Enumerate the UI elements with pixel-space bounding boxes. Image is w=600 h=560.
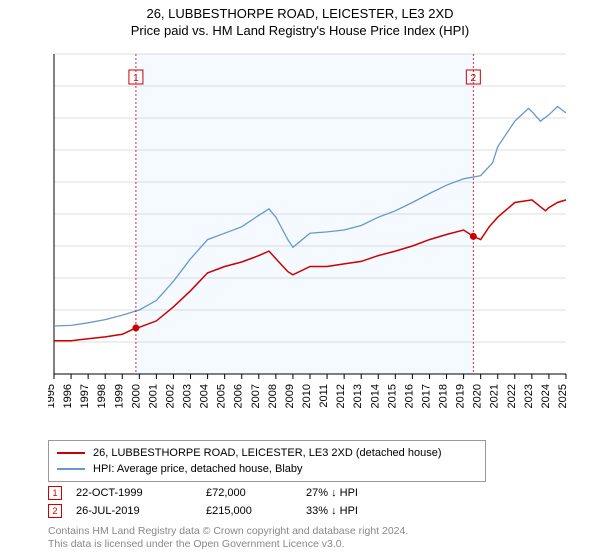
svg-text:1996: 1996 (62, 384, 74, 408)
event-date: 26-JUL-2019 (76, 505, 206, 517)
svg-text:2013: 2013 (352, 384, 364, 408)
svg-text:1998: 1998 (96, 384, 108, 408)
event-pct: 27% ↓ HPI (306, 487, 396, 499)
event-pct: 33% ↓ HPI (306, 505, 396, 517)
event-date: 22-OCT-1999 (76, 487, 206, 499)
event-row: 1 22-OCT-1999 £72,000 27% ↓ HPI (48, 484, 396, 502)
svg-text:2011: 2011 (318, 384, 330, 408)
svg-text:1995: 1995 (48, 384, 57, 408)
svg-text:2020: 2020 (472, 384, 484, 408)
legend-swatch-red (57, 452, 85, 454)
svg-text:2019: 2019 (455, 384, 467, 408)
svg-text:2022: 2022 (506, 384, 518, 408)
svg-text:2018: 2018 (438, 384, 450, 408)
footer-attribution: Contains HM Land Registry data © Crown c… (48, 525, 408, 551)
svg-text:2025: 2025 (557, 384, 569, 408)
event-row: 2 26-JUL-2019 £215,000 33% ↓ HPI (48, 502, 396, 520)
svg-text:1999: 1999 (113, 384, 125, 408)
event-price: £72,000 (206, 487, 306, 499)
events-table: 1 22-OCT-1999 £72,000 27% ↓ HPI 2 26-JUL… (48, 484, 396, 520)
svg-text:2000: 2000 (130, 384, 142, 408)
footer-line1: Contains HM Land Registry data © Crown c… (48, 525, 408, 538)
svg-text:2024: 2024 (540, 384, 552, 408)
legend-label-hpi: HPI: Average price, detached house, Blab… (93, 463, 303, 475)
svg-text:2021: 2021 (489, 384, 501, 408)
legend-swatch-blue (57, 468, 85, 470)
svg-text:2015: 2015 (386, 384, 398, 408)
event-marker-1: 1 (48, 486, 62, 500)
svg-text:2014: 2014 (369, 384, 381, 408)
svg-text:2004: 2004 (199, 384, 211, 408)
svg-text:2002: 2002 (164, 384, 176, 408)
svg-text:2005: 2005 (216, 384, 228, 408)
svg-text:2010: 2010 (301, 384, 313, 408)
event-marker-2: 2 (48, 504, 62, 518)
svg-text:2001: 2001 (147, 384, 159, 408)
svg-text:1: 1 (133, 73, 139, 84)
footer-line2: This data is licensed under the Open Gov… (48, 538, 408, 551)
svg-text:2012: 2012 (335, 384, 347, 408)
svg-text:2008: 2008 (267, 384, 279, 408)
svg-text:2016: 2016 (403, 384, 415, 408)
price-chart: £0£50K£100K£150K£200K£250K£300K£350K£400… (48, 48, 578, 398)
legend-label-property: 26, LUBBESTHORPE ROAD, LEICESTER, LE3 2X… (93, 447, 441, 459)
legend: 26, LUBBESTHORPE ROAD, LEICESTER, LE3 2X… (48, 440, 486, 482)
svg-text:2003: 2003 (182, 384, 194, 408)
page-subtitle: Price paid vs. HM Land Registry's House … (0, 23, 600, 38)
svg-text:2017: 2017 (420, 384, 432, 408)
page-title: 26, LUBBESTHORPE ROAD, LEICESTER, LE3 2X… (0, 6, 600, 21)
svg-text:2023: 2023 (523, 384, 535, 408)
svg-text:2009: 2009 (284, 384, 296, 408)
svg-text:2: 2 (471, 73, 477, 84)
svg-text:2007: 2007 (250, 384, 262, 408)
svg-text:2006: 2006 (233, 384, 245, 408)
svg-text:1997: 1997 (79, 384, 91, 408)
event-price: £215,000 (206, 505, 306, 517)
